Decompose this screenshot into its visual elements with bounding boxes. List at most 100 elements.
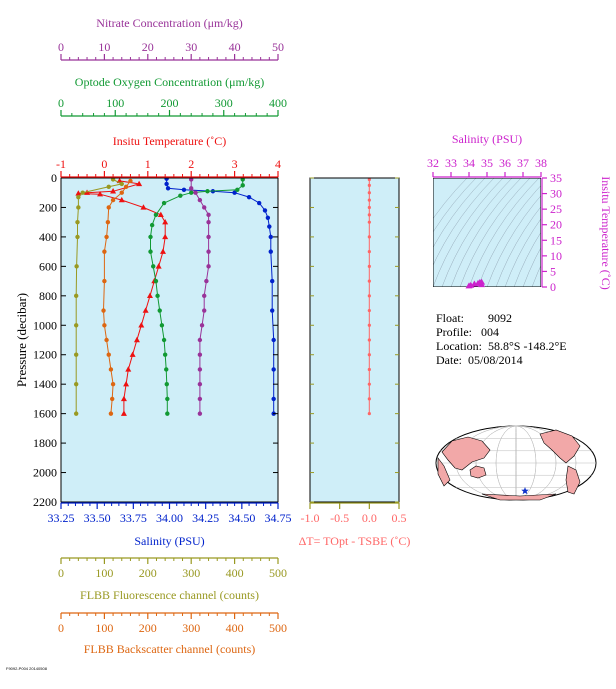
- oxygen-tick-label: 400: [269, 96, 287, 110]
- oxygen-data-point: [153, 278, 159, 284]
- oxygen-data-point: [149, 222, 155, 228]
- location-row: Location: 58.8°S -148.2°E: [436, 339, 567, 353]
- oxygen-axis: 0 100 200 300 400 Optode Oxygen Concentration…: [58, 75, 287, 117]
- ts-temperature-tick-label: 25: [550, 202, 562, 216]
- delta-t-plot-area: [310, 178, 399, 502]
- ts-salinity-tick-label: 38: [535, 156, 547, 170]
- nitrate-data-point: [197, 367, 203, 372]
- salinity-data-point: [267, 224, 272, 229]
- map-landmasses: [437, 429, 581, 501]
- ts-salinity-title: Salinity (PSU): [452, 132, 522, 146]
- nitrate-tick-label: 0: [58, 40, 64, 54]
- fluorescence-data-point: [119, 181, 124, 187]
- ts-density-contour: [433, 178, 495, 266]
- delta-t-data-point: [367, 183, 371, 187]
- temperature-data-point: [140, 204, 147, 210]
- fluorescence-tick-label: 400: [226, 566, 244, 580]
- temperature-data-point: [120, 410, 127, 416]
- pressure-tick-label: 1000: [33, 318, 57, 332]
- oxygen-data-point: [155, 293, 160, 299]
- ts-density-contour: [522, 247, 541, 287]
- backscatter-tick-label: 300: [182, 621, 200, 635]
- ts-density-contour: [433, 178, 486, 248]
- oxygen-data-point: [178, 193, 183, 198]
- salinity-axis-title: Salinity (PSU): [134, 534, 204, 548]
- salinity-tick-label: 33.75: [120, 511, 147, 525]
- salinity-data-point: [256, 200, 262, 206]
- salinity-data-point: [246, 194, 252, 200]
- float-star-marker: [521, 487, 529, 495]
- nitrate-axis-title: Nitrate Concentration (μm/kg): [96, 16, 242, 30]
- delta-t-data-point: [367, 397, 371, 401]
- delta-t-data-point: [367, 198, 371, 202]
- nitrate-tick-label: 20: [142, 40, 154, 54]
- backscatter-data-point: [128, 178, 133, 184]
- fluorescence-profile-line: [75, 179, 124, 414]
- salinity-data-point: [262, 208, 268, 213]
- temperature-data-point: [118, 196, 125, 203]
- nitrate-data-point: [199, 323, 205, 328]
- temperature-axis-title: Insitu Temperature (˚C): [113, 134, 227, 148]
- oxygen-data-point: [157, 308, 162, 313]
- nitrate-data-point: [202, 205, 207, 210]
- nitrate-data-point: [202, 308, 207, 313]
- delta-t-data-point: [367, 177, 371, 182]
- ts-density-contour: [468, 178, 540, 287]
- oxygen-data-point: [235, 187, 240, 192]
- backscatter-data-point: [108, 411, 114, 416]
- salinity-data-point: [165, 186, 171, 191]
- fluorescence-tick-label: 200: [139, 566, 157, 580]
- ts-data-point: [478, 281, 486, 288]
- backscatter-tick-label: 400: [226, 621, 244, 635]
- oxygen-tick-label: 200: [161, 96, 179, 110]
- float-row: Float: 9092: [436, 311, 567, 325]
- backscatter-data-point: [110, 396, 115, 402]
- salinity-tick-label: 34.75: [265, 511, 292, 525]
- backscatter-data-point: [119, 190, 124, 195]
- backscatter-tick-label: 500: [269, 621, 287, 635]
- salinity-data-point: [270, 308, 275, 313]
- fluorescence-data-point: [73, 352, 79, 357]
- ts-temperature-title: Insitu Temperature (˚C): [599, 176, 613, 290]
- oxygen-data-point: [159, 323, 165, 328]
- delta-t-panel: -1.0 -0.5 0.0 0.5 ΔT= TOpt - TSBE (˚C): [299, 177, 410, 548]
- oxygen-data-point: [162, 352, 168, 357]
- salinity-data-point: [265, 215, 271, 220]
- ts-density-contour: [486, 195, 541, 287]
- ts-temperature-tick-label: 0: [550, 280, 556, 294]
- temperature-data-point: [146, 292, 153, 299]
- ts-density-contour: [495, 206, 541, 287]
- fluorescence-tick-label: 0: [58, 566, 64, 580]
- salinity-data-point: [270, 278, 275, 284]
- fluorescence-data-point: [76, 205, 81, 210]
- map-land-australia: [469, 465, 487, 479]
- salinity-tick-label: 33.50: [84, 511, 111, 525]
- ts-temperature-tick-label: 5: [550, 264, 556, 278]
- pressure-axis: 0 200 400 600 800 1000 1200 1400 1600 1800 2000 220…: [33, 171, 278, 509]
- oxygen-axis-title: Optode Oxygen Concentration (μm/kg): [75, 75, 264, 89]
- ts-density-contour: [433, 178, 504, 287]
- nitrate-data-point: [197, 337, 203, 343]
- main-plot-area: [61, 178, 278, 502]
- temperature-data-point: [155, 263, 162, 269]
- fluorescence-data-point: [75, 219, 80, 225]
- salinity-data-point: [268, 249, 273, 254]
- fluorescence-data-point: [73, 323, 79, 328]
- pressure-tick-label: 1200: [33, 348, 57, 362]
- delta-t-tick-label: 0.5: [392, 511, 407, 525]
- ts-temperature-tick-label: 30: [550, 187, 562, 201]
- fluorescence-tick-label: 500: [269, 566, 287, 580]
- nitrate-data-point: [197, 352, 203, 357]
- pressure-tick-label: 1600: [33, 407, 57, 421]
- fluorescence-data-point: [73, 381, 79, 387]
- delta-t-data-point: [367, 191, 371, 195]
- ts-temperature-tick-label: 15: [550, 233, 562, 247]
- temperature-data-point: [133, 336, 140, 343]
- oxygen-data-point: [189, 190, 194, 195]
- backscatter-data-point: [106, 205, 111, 210]
- oxygen-data-point: [165, 396, 170, 402]
- backscatter-data-point: [108, 367, 114, 372]
- fluorescence-data-point: [106, 184, 111, 190]
